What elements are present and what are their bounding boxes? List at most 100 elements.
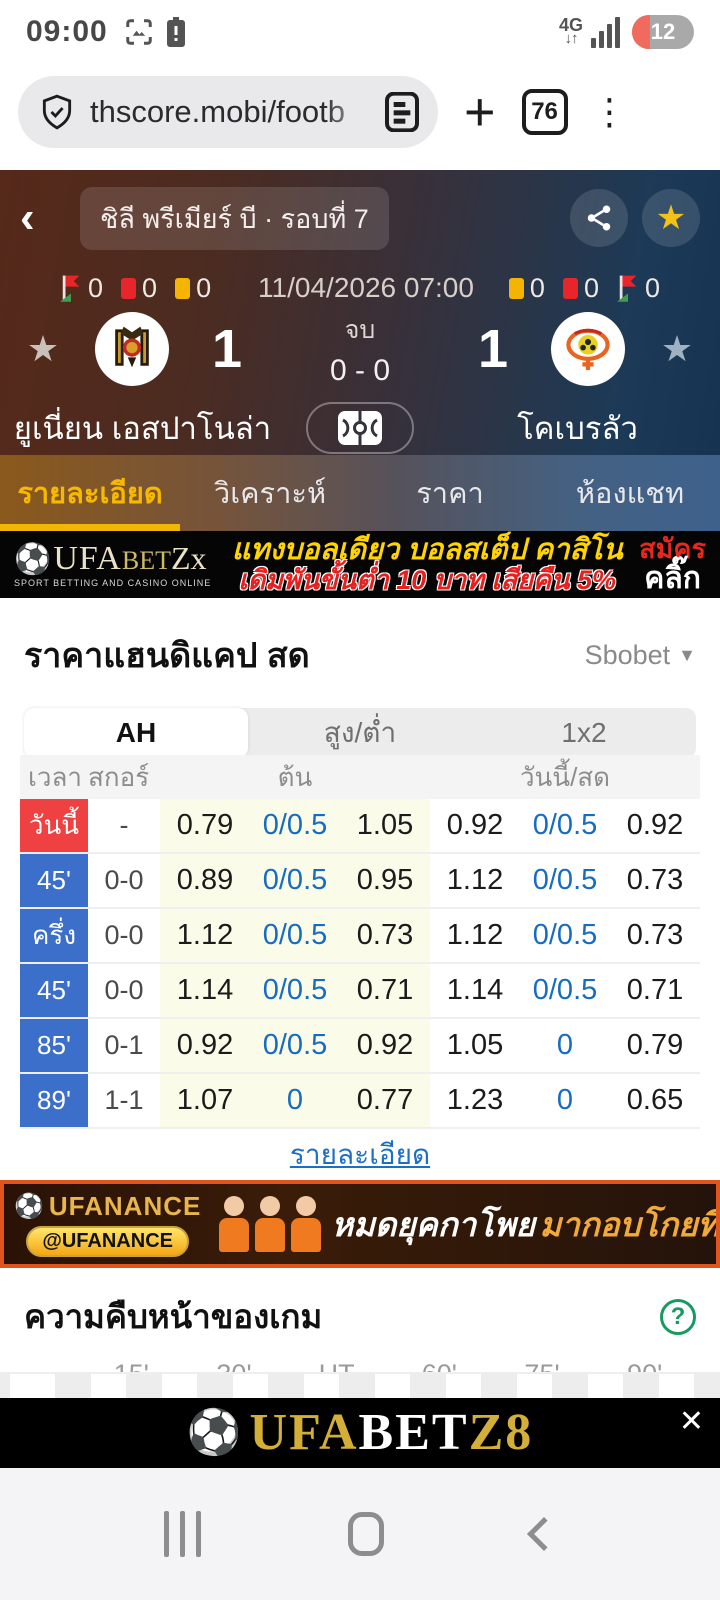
back-button[interactable]: ‹ [20,193,35,242]
home-stats: 0 0 0 [60,273,223,304]
odds-cell: 0/0.5 [532,864,598,896]
tab-details[interactable]: รายละเอียด [0,455,180,531]
score-cell: 0-0 [104,920,144,950]
odds-cell: 1.05 [446,1029,504,1061]
details-link[interactable]: รายละเอียด [289,1138,431,1170]
tab-switcher-button[interactable]: 76 [521,89,568,135]
odds-row: ครึ่ง 0-0 1.12 0/0.5 0.73 1.12 0/0.5 0.73 [20,909,700,964]
back-nav-button[interactable] [527,1517,562,1551]
odds-cell: 0/0.5 [250,1019,340,1072]
score-cell: 0-0 [104,975,144,1005]
lineup-button[interactable] [285,402,435,454]
corner-flag-icon [616,275,637,302]
chevron-down-icon: ▼ [678,644,696,665]
bookmaker-dropdown[interactable]: Sbobet ▼ [584,639,696,670]
odds-cell: 1.05 [340,799,430,852]
live-handicap-section: ราคาแฮนดิแคป สด Sbobet ▼ AH สูง/ต่ำ 1x2 [0,598,720,758]
segment-ah[interactable]: AH [24,708,248,758]
red-card-icon [562,277,578,299]
help-icon[interactable]: ? [660,1298,696,1335]
tab-analysis[interactable]: วิเคราะห์ [213,478,327,510]
section-title: ความคืบหน้าของเกม [24,1298,323,1335]
address-bar[interactable]: thscore.mobi/footb [18,76,438,148]
ufabetzx-logo: ⚽ UFA BET Zx SPORT BETTING AND CASINO ONLI… [14,539,212,588]
recents-button[interactable] [163,1511,201,1557]
ufanance-logo: ⚽ UFANANCE @UFANANCE [14,1191,201,1257]
game-progress-section: ความคืบหน้าของเกม ? 15' 30' HT 60' 75' 9… [0,1268,720,1398]
odds-cell: 0.73 [626,864,684,896]
new-tab-button[interactable]: + [464,82,496,142]
red-card-icon [121,277,137,299]
away-team-name[interactable]: โคเบรลัว [517,411,638,446]
clock: 09:00 [26,15,108,48]
signal-strength-icon [591,16,620,48]
segment-over-under[interactable]: สูง/ต่ำ [323,717,397,748]
home-button[interactable] [348,1512,385,1556]
odds-cell: 0.92 [340,1019,430,1072]
odds-cell: 1.07 [160,1074,250,1127]
time-cell: 45' [20,854,88,907]
odds-cell: 0 [556,1084,574,1116]
home-team-logo[interactable] [95,312,169,386]
odds-cell: 0.65 [626,1084,684,1116]
android-navbar [0,1468,720,1600]
away-favorite-star-icon[interactable]: ★ [660,328,694,369]
ad-cta[interactable]: สมัคร คลิ๊ก [639,533,706,595]
close-ad-button[interactable]: ✕ [678,1405,704,1438]
league-breadcrumb[interactable]: ชิลี พรีเมียร์ บี · รอบที่ 7 [80,186,389,250]
battery-indicator: 12 [632,15,694,49]
home-team-name[interactable]: ยูเนี่ยน เอสปาโนล่า [13,411,272,446]
odds-cell: 0 [250,1074,340,1127]
odds-cell: 0.95 [340,854,430,907]
ad-banner-ufabetzx[interactable]: ⚽ UFA BET Zx SPORT BETTING AND CASINO ONLI… [0,531,720,598]
segment-1x2[interactable]: 1x2 [561,717,607,748]
odds-row: 85' 0-1 0.92 0/0.5 0.92 1.05 0 0.79 [20,1019,700,1074]
ad-banner-ufabetz8[interactable]: ⚽ UFABETZ8 ✕ [0,1398,720,1468]
presenters-image [219,1196,322,1252]
odds-cell: 1.12 [446,919,504,951]
home-score: 1 [211,319,243,379]
odds-cell: 0.71 [626,974,684,1006]
odds-cell: 0.92 [160,1019,250,1072]
ufanance-handle-badge: @UFANANCE [26,1226,189,1257]
match-tabs: รายละเอียด วิเคราะห์ ราคา ห้องแชท [0,455,720,531]
odds-cell: 0.92 [626,809,684,841]
browser-menu-button[interactable]: ⋮ [591,91,628,132]
away-stats: 0 0 0 [508,273,660,304]
yellow-card-icon [508,277,524,299]
url-text[interactable]: thscore.mobi/footb [90,94,384,130]
odds-cell: 0/0.5 [532,809,598,841]
network-4g-icon: 4G ↓↑ [558,15,583,47]
scoreboard: ★ 1 จบ 0 - 0 1 ★ [0,310,720,388]
ad-banner-ufanance[interactable]: ⚽ UFANANCE @UFANANCE หมดยุคกาโพย มากอบโกย… [0,1180,720,1268]
odds-cell: 1.12 [160,909,250,962]
odds-row: 89' 1-1 1.07 0 0.77 1.23 0 0.65 [20,1074,700,1129]
reader-mode-icon[interactable] [384,92,420,132]
tab-chatroom[interactable]: ห้องแชท [575,478,685,510]
favorite-match-button[interactable]: ★ [642,189,700,247]
odds-table: เวลา สกอร์ ต้น วันนี้/สด วันนี้ -0.79 0/0.… [0,755,720,1129]
odds-cell: 0/0.5 [250,854,340,907]
yellow-card-icon [175,277,191,299]
odds-cell: 0.79 [626,1029,684,1061]
share-button[interactable] [570,189,628,247]
odds-cell: 0.92 [446,809,504,841]
tab-odds[interactable]: ราคา [416,478,484,510]
odds-cell: 1.12 [446,864,504,896]
share-icon [587,205,611,231]
odds-row: 45' 0-0 0.89 0/0.5 0.95 1.12 0/0.5 0.73 [20,854,700,909]
ad-text: หมดยุคกาโพย มากอบโกยที่ UFANANCE [331,1205,720,1243]
odds-cell: 0/0.5 [250,799,340,852]
time-cell: 45' [20,964,88,1017]
ad-text: แทงบอลเดียว บอลสเต็ป คาสิโน เดิมพันขั้นต… [231,534,623,595]
time-cell: 85' [20,1019,88,1072]
home-favorite-star-icon[interactable]: ★ [26,328,60,369]
security-shield-icon[interactable] [38,93,76,131]
score-cell: 0-1 [104,1030,144,1060]
away-team-logo[interactable] [551,312,625,386]
star-icon: ★ [655,199,687,237]
score-cell: 0-0 [104,865,144,895]
match-header: ‹ ชิลี พรีเมียร์ บี · รอบที่ 7 ★ 0 0 0 1… [0,170,720,455]
odds-row: 45' 0-0 1.14 0/0.5 0.71 1.14 0/0.5 0.71 [20,964,700,1019]
odds-cell: 0/0.5 [532,974,598,1006]
